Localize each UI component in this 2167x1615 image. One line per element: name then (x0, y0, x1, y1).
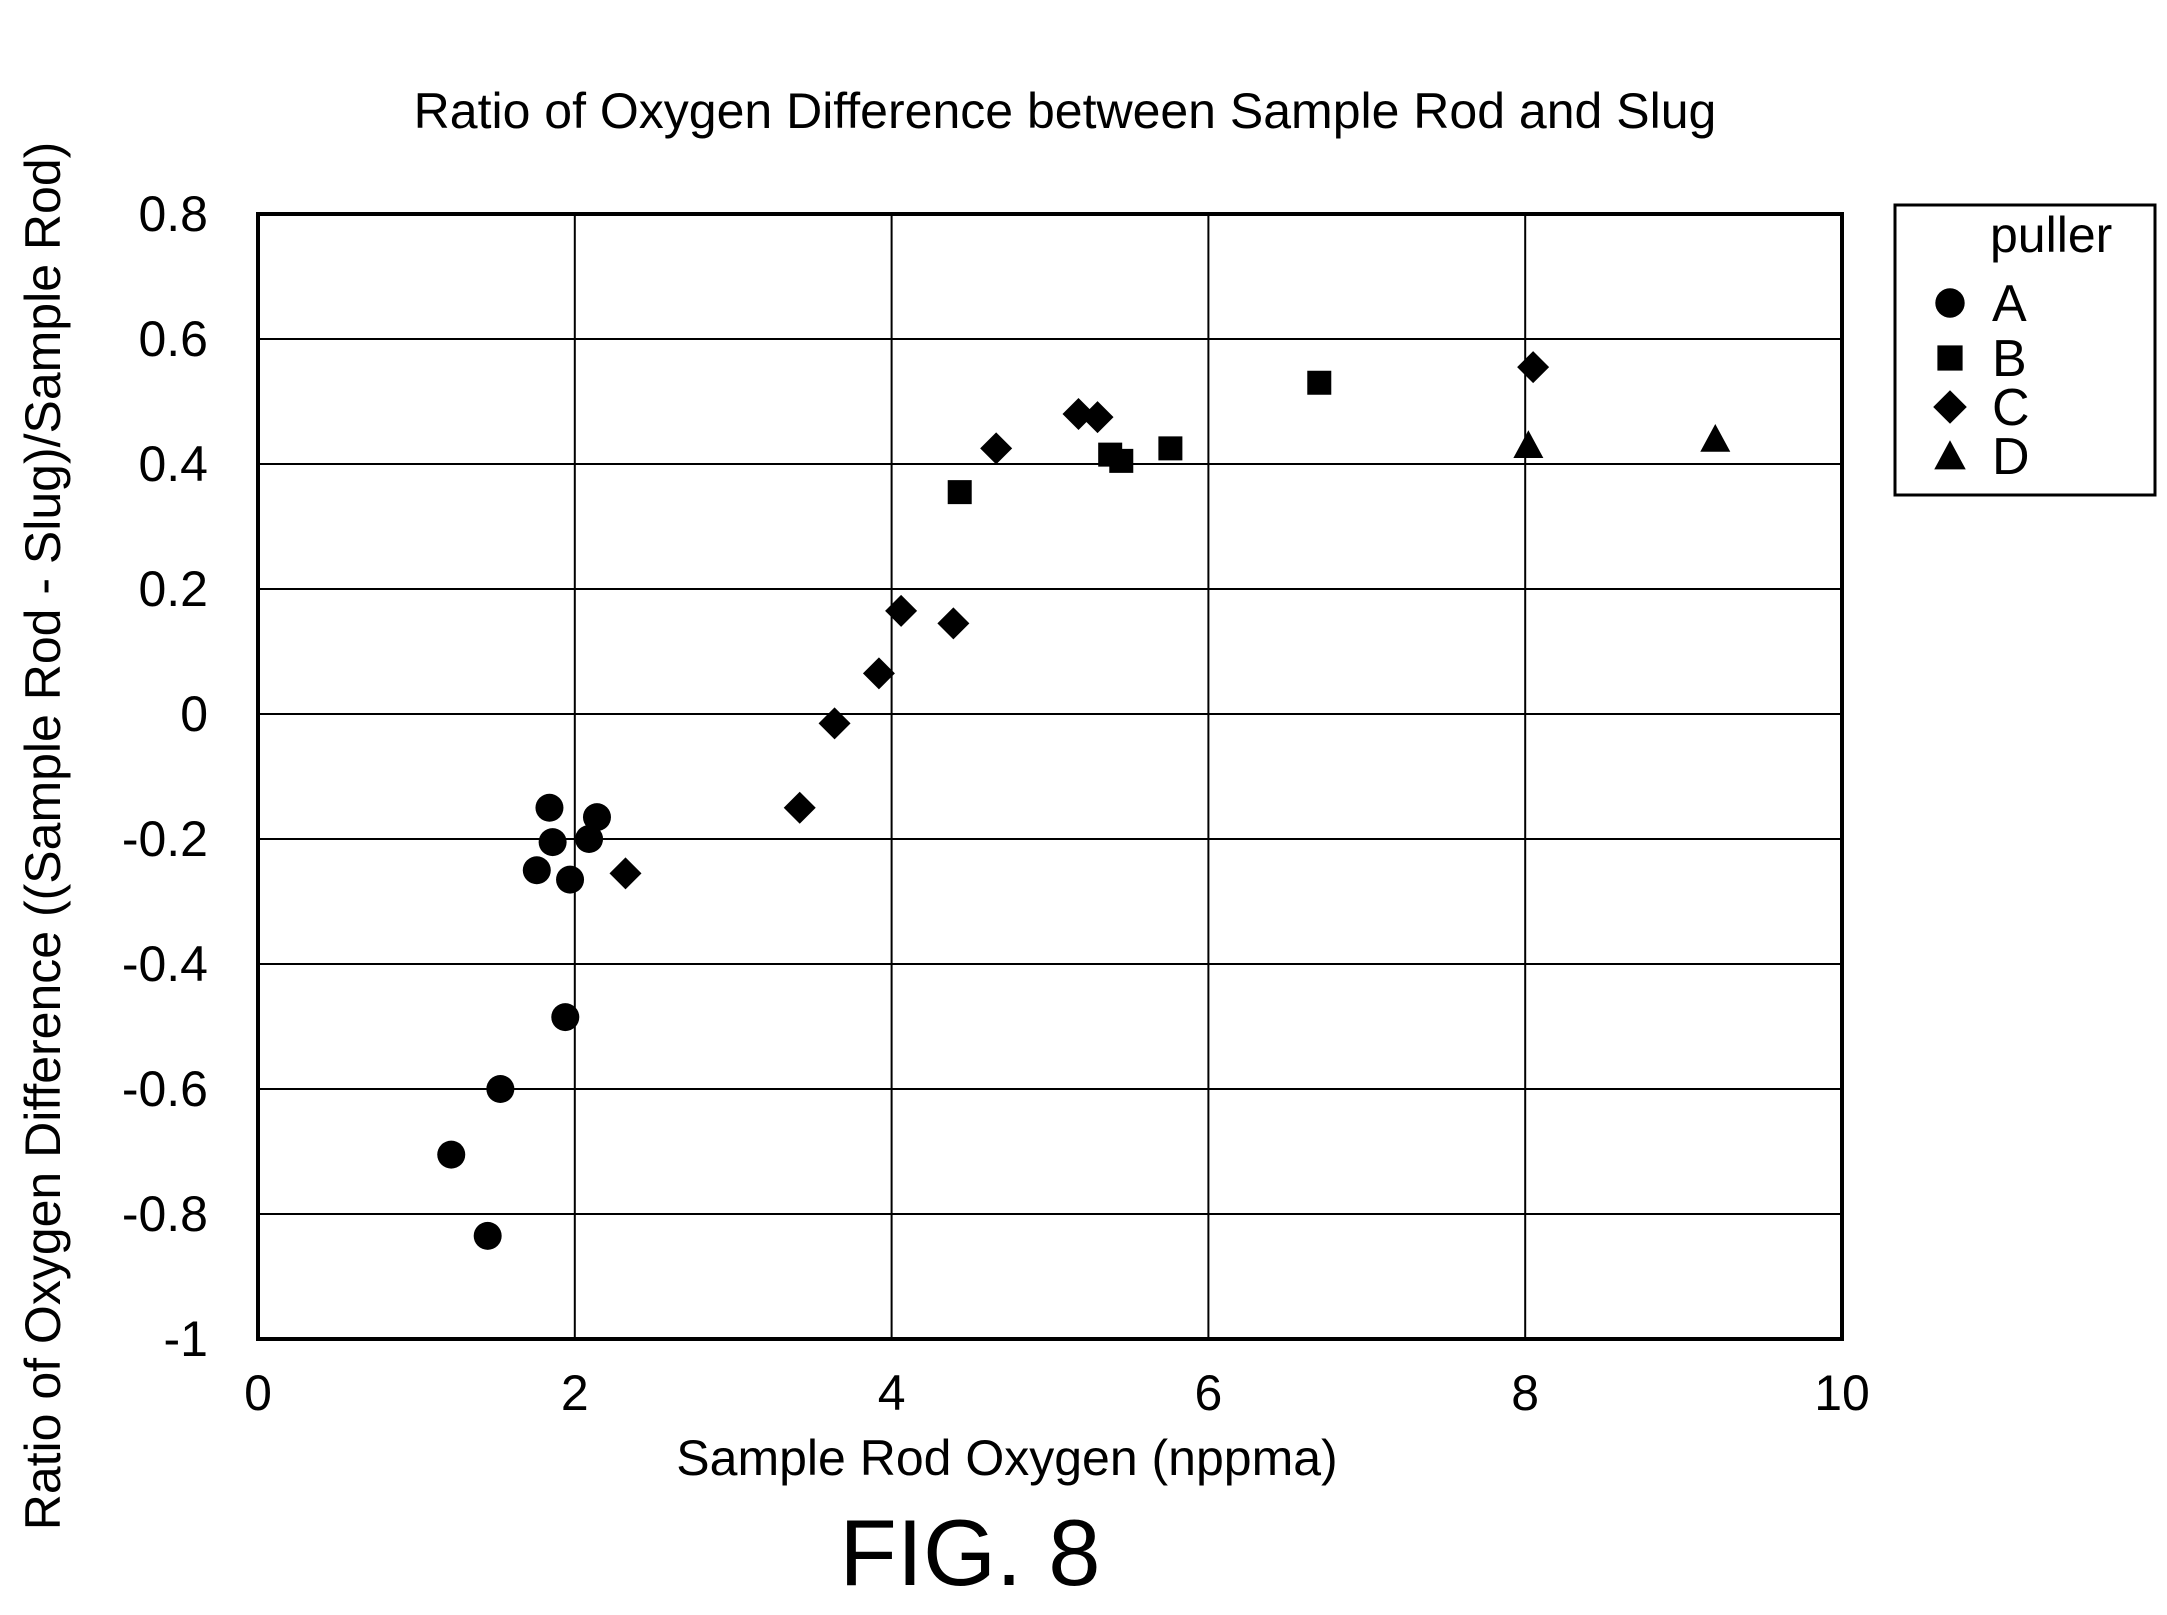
data-point-a (522, 856, 551, 885)
legend-label-a: A (1992, 275, 2027, 333)
data-point-b (1158, 436, 1183, 461)
data-points (437, 351, 1731, 1250)
data-point-c (609, 857, 642, 890)
data-point-a (535, 793, 564, 822)
data-point-a (437, 1140, 466, 1169)
y-tick-label: -1 (164, 1311, 208, 1367)
y-axis-label: Ratio of Oxygen Difference ((Sample Rod … (15, 142, 71, 1531)
y-tick-label: -0.2 (122, 811, 208, 867)
x-axis-label: Sample Rod Oxygen (nppma) (676, 1430, 1337, 1486)
data-point-c (783, 791, 816, 824)
chart-title: Ratio of Oxygen Difference between Sampl… (414, 83, 1717, 139)
data-point-a (575, 825, 604, 853)
data-point-a (551, 1003, 580, 1032)
legend-label-c: C (1992, 379, 2030, 437)
data-point-c (862, 657, 895, 690)
x-tick-label: 10 (1814, 1365, 1870, 1421)
data-point-a (582, 803, 611, 832)
legend-marker-c (1933, 390, 1967, 424)
y-tick-labels: 0.8 0.6 0.4 0.2 0 -0.2 -0.4 -0.6 -0.8 -1 (122, 186, 208, 1367)
x-tick-label: 8 (1511, 1365, 1539, 1421)
y-tick-label: 0.4 (138, 436, 208, 492)
data-point-c (1517, 351, 1550, 384)
legend-marker-b (1937, 345, 1963, 371)
y-tick-label: 0 (180, 686, 208, 742)
y-tick-label: 0.6 (138, 311, 208, 367)
x-tick-label: 2 (561, 1365, 589, 1421)
x-tick-label: 0 (244, 1365, 272, 1421)
data-point-a (473, 1221, 502, 1250)
figure-label: FIG. 8 (839, 1500, 1100, 1605)
data-point-d (1700, 424, 1731, 452)
y-tick-label: -0.4 (122, 936, 208, 992)
x-tick-label: 4 (878, 1365, 906, 1421)
legend-marker-d (1934, 440, 1966, 470)
legend-label-d: D (1992, 428, 2030, 486)
data-point-b (947, 480, 972, 505)
plot-frame (256, 212, 1844, 1341)
data-point-b (1109, 448, 1134, 473)
legend-title: puller (1990, 207, 2112, 263)
data-point-c (885, 594, 918, 627)
grid-lines (258, 214, 1842, 1339)
data-point-a (538, 828, 567, 857)
data-point-b (1307, 370, 1332, 395)
data-point-c (937, 607, 970, 640)
y-tick-label: -0.8 (122, 1186, 208, 1242)
legend-marker-a (1935, 288, 1965, 318)
data-point-c (1081, 401, 1114, 434)
legend-label-b: B (1992, 330, 2027, 388)
legend-frame (1893, 203, 2157, 497)
y-tick-label: -0.6 (122, 1061, 208, 1117)
data-point-c (818, 707, 851, 740)
data-point-c (980, 432, 1013, 465)
data-point-a (486, 1075, 515, 1103)
x-tick-labels: 0 2 4 6 8 10 (244, 1365, 1870, 1421)
y-tick-label: 0.2 (138, 561, 208, 617)
y-tick-label: 0.8 (138, 186, 208, 242)
x-tick-label: 6 (1194, 1365, 1222, 1421)
data-point-a (556, 865, 585, 894)
axes (256, 212, 1844, 1341)
data-point-d (1513, 430, 1544, 458)
